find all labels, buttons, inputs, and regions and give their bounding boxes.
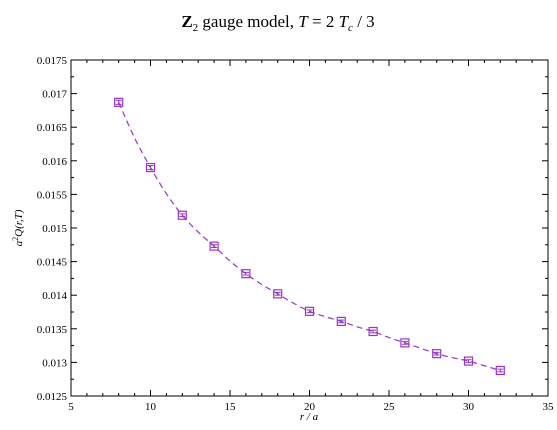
x-tick-label: 25 bbox=[384, 401, 396, 413]
title-eq: = 2 bbox=[308, 12, 339, 31]
title-z: Z bbox=[181, 12, 192, 31]
square-marker bbox=[177, 210, 187, 220]
title-z-sub: 2 bbox=[193, 22, 199, 34]
data-point bbox=[400, 338, 410, 348]
data-point bbox=[145, 162, 156, 173]
fit-curve bbox=[118, 102, 501, 372]
y-label-sup: 2 bbox=[11, 237, 20, 241]
square-marker bbox=[495, 365, 505, 376]
title-tc-sub: c bbox=[348, 22, 353, 34]
y-tick-label: 0.014 bbox=[42, 290, 67, 302]
data-point bbox=[209, 241, 219, 251]
y-label-rest: Q(r,T) bbox=[13, 209, 25, 237]
x-tick-label: 5 bbox=[68, 401, 74, 413]
data-point bbox=[463, 356, 474, 366]
data-point bbox=[177, 210, 187, 220]
x-tick-label: 10 bbox=[145, 401, 157, 413]
y-tick-label: 0.0175 bbox=[37, 55, 68, 67]
y-tick-label: 0.0165 bbox=[37, 122, 68, 134]
y-tick-label: 0.017 bbox=[42, 89, 67, 101]
square-marker bbox=[241, 269, 251, 279]
title-tc: T bbox=[339, 12, 350, 31]
square-marker bbox=[304, 306, 315, 316]
y-axis: 0.0125 0.013 0.0135 0.014 0.0145 0.015 0.0155 0… bbox=[37, 55, 548, 403]
title-text: gauge model, bbox=[198, 12, 298, 31]
y-tick-label: 0.0125 bbox=[37, 391, 68, 403]
square-marker bbox=[145, 162, 156, 173]
y-tick-label: 0.0145 bbox=[37, 257, 68, 269]
data-point bbox=[368, 326, 378, 337]
square-marker bbox=[114, 97, 124, 107]
data-point bbox=[495, 365, 505, 376]
chart-title: Z2 gauge model, T = 2 Tc / 3 bbox=[181, 12, 374, 34]
y-axis-label: a2Q(r,T) bbox=[11, 209, 25, 246]
square-marker bbox=[209, 241, 219, 251]
y-label-a: a bbox=[13, 240, 25, 246]
square-marker bbox=[273, 289, 283, 299]
data-point bbox=[432, 349, 442, 359]
title-t: T bbox=[298, 12, 309, 31]
data-point bbox=[241, 269, 251, 279]
y-tick-label: 0.0135 bbox=[37, 324, 68, 336]
y-tick-label: 0.016 bbox=[42, 156, 67, 168]
data-point bbox=[114, 97, 124, 107]
x-tick-label: 15 bbox=[225, 401, 237, 413]
x-axis: 5 10 15 20 25 30 35 bbox=[68, 60, 554, 413]
title-tail: / 3 bbox=[353, 12, 375, 31]
y-tick-label: 0.0155 bbox=[37, 189, 68, 201]
x-tick-label: 35 bbox=[543, 401, 555, 413]
y-tick-label: 0.013 bbox=[42, 357, 67, 369]
x-axis-label: r / a bbox=[300, 411, 319, 423]
square-marker bbox=[368, 326, 378, 337]
data-point bbox=[273, 289, 283, 299]
square-marker bbox=[432, 349, 442, 359]
plot-frame bbox=[70, 59, 549, 397]
x-tick-label: 20 bbox=[304, 401, 316, 413]
data-points bbox=[114, 97, 505, 376]
data-point bbox=[336, 316, 346, 327]
y-tick-label: 0.015 bbox=[42, 223, 67, 235]
data-point bbox=[304, 306, 315, 316]
x-tick-label: 30 bbox=[463, 401, 475, 413]
square-marker bbox=[336, 316, 346, 327]
square-marker bbox=[400, 338, 410, 348]
square-marker bbox=[463, 356, 474, 366]
